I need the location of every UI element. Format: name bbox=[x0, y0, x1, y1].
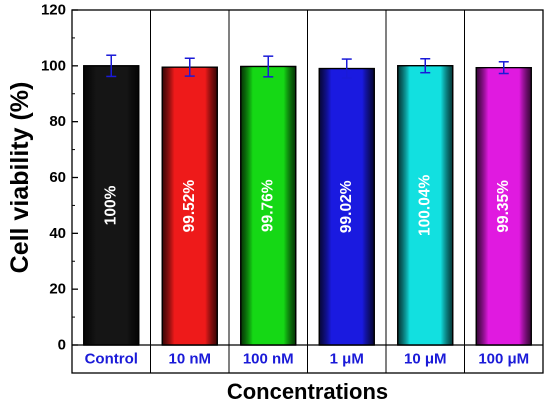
bar-shading-6 bbox=[475, 66, 532, 346]
bar-shading-4 bbox=[318, 67, 375, 346]
y-tick-label: 0 bbox=[58, 337, 66, 354]
y-tick-label: 120 bbox=[41, 2, 66, 19]
y-tick-label: 20 bbox=[49, 281, 66, 298]
error-bars-layer bbox=[106, 54, 509, 79]
x-axis-label: Concentrations bbox=[227, 379, 388, 404]
bar-shading-5 bbox=[397, 65, 454, 346]
error-bar-4 bbox=[341, 58, 352, 79]
error-bar-6 bbox=[498, 61, 509, 75]
data-label-3: 99.76% bbox=[260, 179, 277, 232]
plot-frame bbox=[71, 9, 544, 374]
error-bar-1 bbox=[106, 54, 117, 78]
x-axis: Control 10 nM 100 nM 1 μM 10 μM 100 μM bbox=[72, 344, 543, 368]
y-tick-label: 100 bbox=[41, 57, 66, 74]
y-axis-label: Cell viability (%) bbox=[6, 82, 34, 274]
data-label-5: 100.04% bbox=[417, 175, 434, 236]
error-bar-5 bbox=[420, 57, 431, 74]
bar-shading-1 bbox=[83, 65, 140, 346]
data-label-6: 99.35% bbox=[495, 180, 512, 233]
bars-layer bbox=[83, 65, 532, 346]
category-label-1: Control bbox=[85, 351, 138, 368]
data-label-4: 99.02% bbox=[338, 180, 355, 233]
category-dividers bbox=[150, 10, 465, 373]
data-labels-layer: 100% 99.52% 99.76% 99.02% 100.04% 99.35% bbox=[103, 175, 513, 236]
category-label-4: 1 μM bbox=[330, 351, 364, 368]
error-bar-3 bbox=[263, 55, 274, 78]
category-label-2: 10 nM bbox=[168, 351, 211, 368]
y-tick-label: 80 bbox=[49, 113, 66, 130]
category-label-3: 100 nM bbox=[243, 351, 294, 368]
error-bar-2 bbox=[184, 57, 195, 77]
y-axis: 0 20 40 60 80 100 120 bbox=[41, 2, 78, 354]
bar-shading-2 bbox=[161, 66, 218, 346]
category-label-6: 100 μM bbox=[478, 351, 529, 368]
bar-shading-3 bbox=[240, 65, 297, 346]
data-label-1: 100% bbox=[103, 185, 120, 225]
y-tick-label: 40 bbox=[49, 225, 66, 242]
data-label-2: 99.52% bbox=[181, 180, 198, 233]
y-tick-label: 60 bbox=[49, 169, 66, 186]
category-label-5: 10 μM bbox=[404, 351, 447, 368]
